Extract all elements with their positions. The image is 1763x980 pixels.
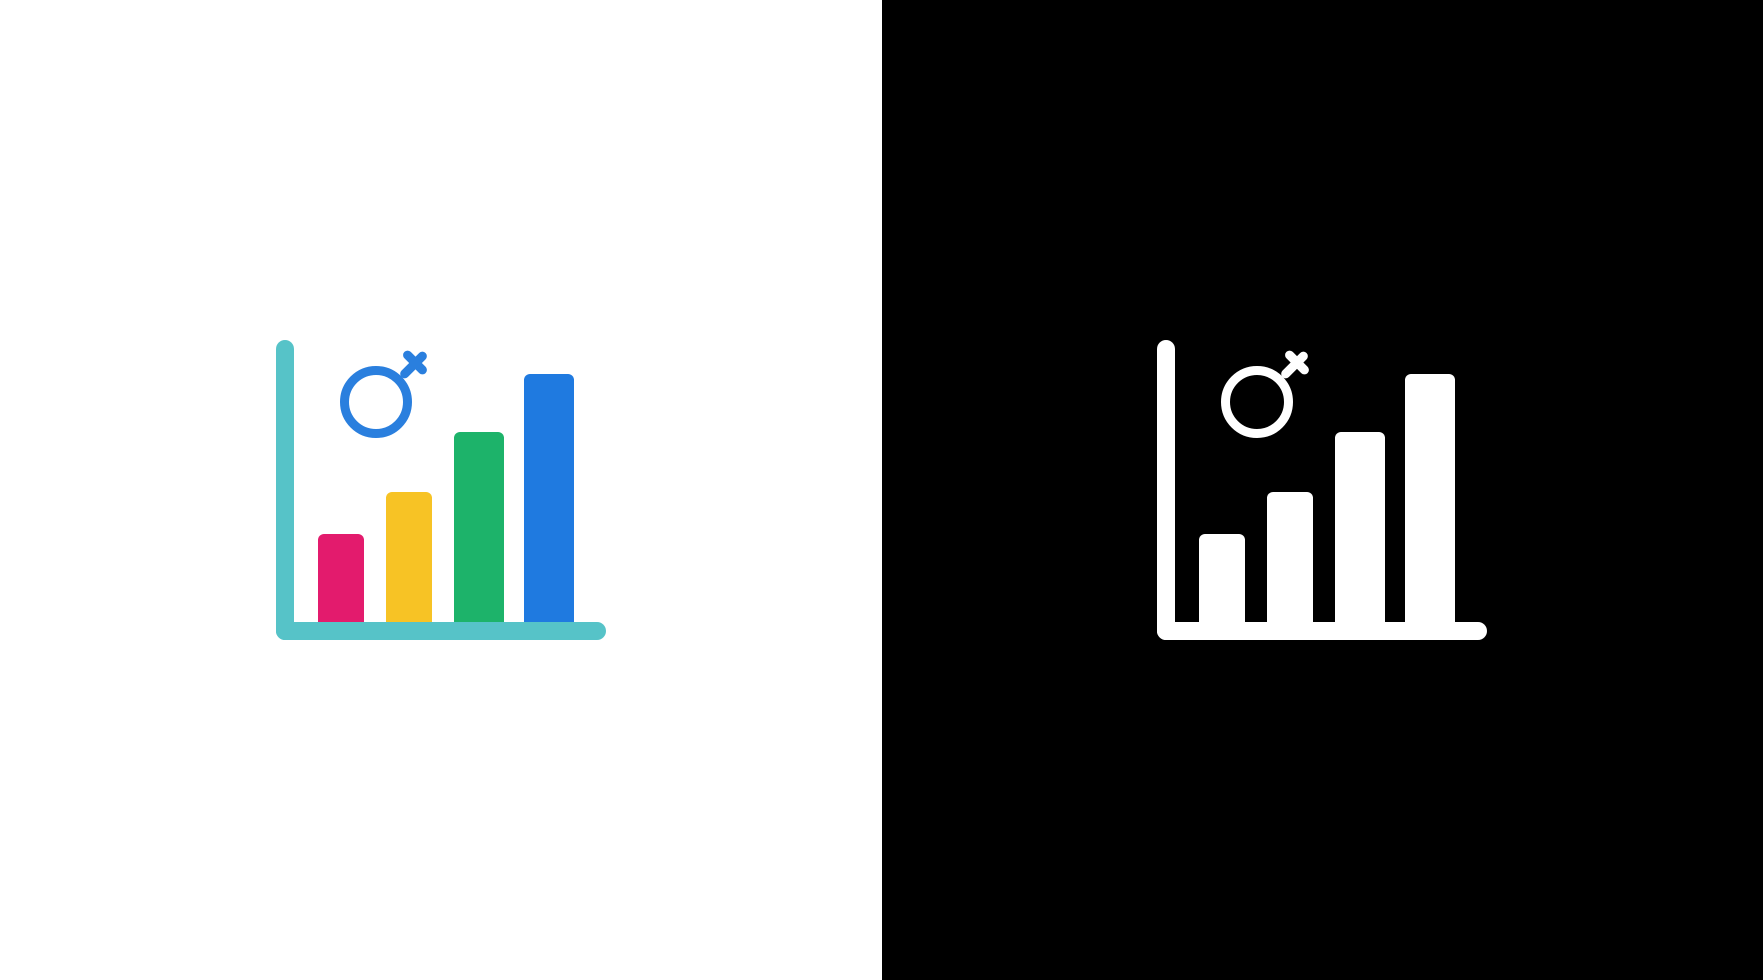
bar-3 <box>454 432 504 622</box>
bar-1 <box>1199 534 1245 622</box>
x-axis <box>1157 622 1487 640</box>
x-axis <box>276 622 606 640</box>
female-growth-chart-icon <box>1157 340 1487 640</box>
bar-3 <box>1335 432 1385 622</box>
female-growth-chart-icon <box>276 340 606 640</box>
y-axis <box>1157 340 1175 640</box>
bar-4 <box>524 374 574 622</box>
light-panel <box>0 0 882 980</box>
bar-4 <box>1405 374 1455 622</box>
bar-2 <box>1267 492 1313 622</box>
bar-2 <box>386 492 432 622</box>
dark-panel <box>882 0 1763 980</box>
bar-1 <box>318 534 364 622</box>
y-axis <box>276 340 294 640</box>
split-container <box>0 0 1763 980</box>
